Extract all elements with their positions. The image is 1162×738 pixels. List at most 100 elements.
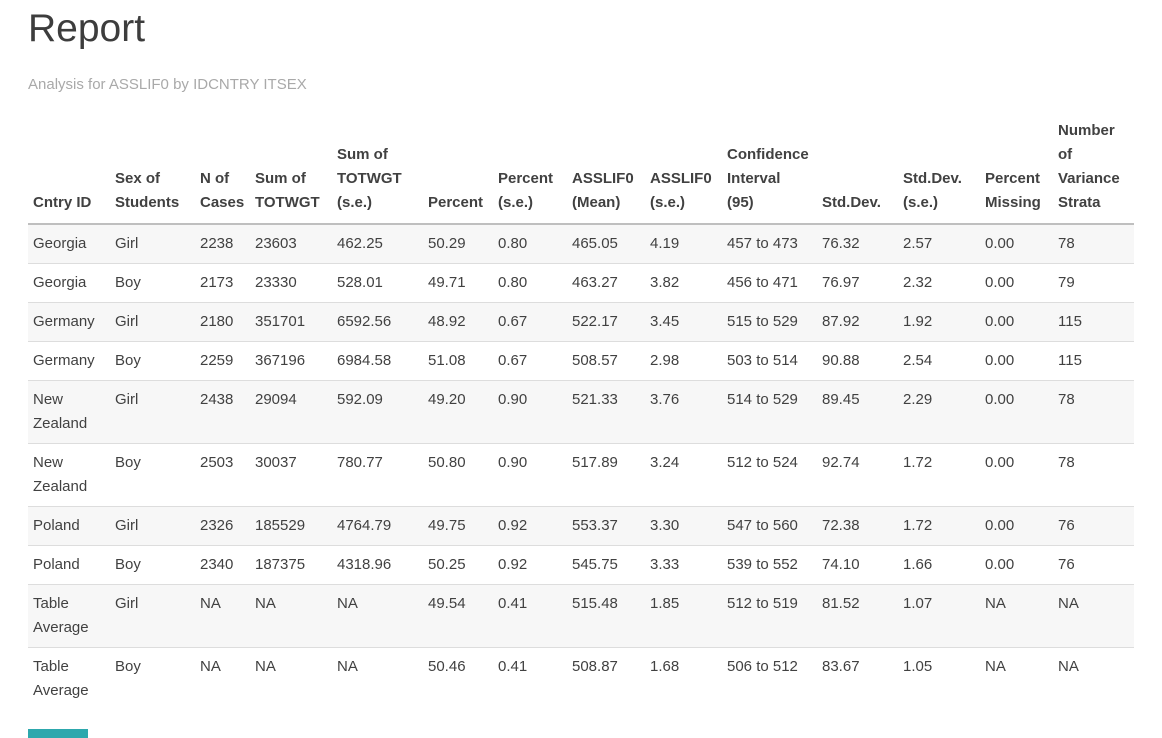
cell: 76.97 [817,262,898,303]
cell: 49.75 [423,505,493,546]
column-header-10: Confidence Interval (95) [722,116,817,225]
cell: 2.54 [898,340,980,381]
teal-accent-bar[interactable] [28,729,88,738]
table-row: Georgia Boy 2173 23330 528.01 49.71 0.80 463.27… [28,262,1134,303]
cell: Girl [110,379,195,444]
column-header-6: Percent [423,116,493,225]
cell: 0.00 [980,301,1053,342]
cell: 0.41 [493,646,567,710]
cell: Table Average [28,646,110,710]
cell: 0.00 [980,544,1053,585]
cell: 0.80 [493,223,567,264]
cell: 29094 [250,379,332,444]
cell: 49.54 [423,583,493,648]
cell: 547 to 560 [722,505,817,546]
cell: 2438 [195,379,250,444]
column-header-3: N of Cases [195,116,250,225]
cell: 30037 [250,442,332,507]
cell: 528.01 [332,262,423,303]
cell: 517.89 [567,442,645,507]
table-body: Georgia Girl 2238 23603 462.25 50.29 0.80 465.0… [28,223,1134,710]
cell: 0.00 [980,442,1053,507]
cell: Germany [28,340,110,381]
cell: 0.00 [980,379,1053,444]
cell: 115 [1053,340,1134,381]
cell: 2.57 [898,223,980,264]
cell: 48.92 [423,301,493,342]
cell: 3.45 [645,301,722,342]
cell: 78 [1053,379,1134,444]
cell: 3.24 [645,442,722,507]
cell: 521.33 [567,379,645,444]
cell: 515.48 [567,583,645,648]
cell: NA [1053,646,1134,710]
cell: 367196 [250,340,332,381]
cell: Boy [110,442,195,507]
cell: 23330 [250,262,332,303]
column-header-11: Std.Dev. [817,116,898,225]
cell: Georgia [28,223,110,264]
cell: Poland [28,544,110,585]
cell: 3.33 [645,544,722,585]
cell: 50.29 [423,223,493,264]
cell: 2.98 [645,340,722,381]
cell: 1.07 [898,583,980,648]
cell: 457 to 473 [722,223,817,264]
cell: Table Average [28,583,110,648]
cell: 465.05 [567,223,645,264]
cell: NA [250,646,332,710]
cell: 506 to 512 [722,646,817,710]
column-header-14: Number of Variance Strata [1053,116,1134,225]
cell: 0.67 [493,340,567,381]
cell: Girl [110,505,195,546]
cell: 0.00 [980,223,1053,264]
cell: 3.76 [645,379,722,444]
table-row: Table Average Boy NA NA NA 50.46 0.41 508.87 1.6… [28,646,1134,710]
cell: 463.27 [567,262,645,303]
cell: 23603 [250,223,332,264]
cell: 51.08 [423,340,493,381]
cell: 187375 [250,544,332,585]
cell: 49.71 [423,262,493,303]
table-row: Georgia Girl 2238 23603 462.25 50.29 0.80 465.0… [28,223,1134,264]
cell: 522.17 [567,301,645,342]
cell: New Zealand [28,442,110,507]
cell: 115 [1053,301,1134,342]
column-header-5: Sum of TOTWGT (s.e.) [332,116,423,225]
cell: 2340 [195,544,250,585]
table-row: Germany Boy 2259 367196 6984.58 51.08 0.67 508.… [28,340,1134,381]
cell: 508.87 [567,646,645,710]
table-row: New Zealand Girl 2438 29094 592.09 49.20 0.90 5… [28,379,1134,444]
cell: Poland [28,505,110,546]
cell: 2326 [195,505,250,546]
cell: 90.88 [817,340,898,381]
table-row: New Zealand Boy 2503 30037 780.77 50.80 0.90 51… [28,442,1134,507]
cell: NA [332,646,423,710]
cell: 50.46 [423,646,493,710]
column-header-4: Sum of TOTWGT [250,116,332,225]
cell: 512 to 519 [722,583,817,648]
cell: 462.25 [332,223,423,264]
cell: 0.00 [980,505,1053,546]
cell: 74.10 [817,544,898,585]
column-header-13: Percent Missing [980,116,1053,225]
cell: New Zealand [28,379,110,444]
cell: 0.41 [493,583,567,648]
cell: 2173 [195,262,250,303]
cell: 2259 [195,340,250,381]
cell: Girl [110,223,195,264]
cell: 2.32 [898,262,980,303]
cell: 81.52 [817,583,898,648]
cell: 76.32 [817,223,898,264]
cell: NA [980,583,1053,648]
cell: 2503 [195,442,250,507]
cell: 1.72 [898,442,980,507]
column-header-12: Std.Dev. (s.e.) [898,116,980,225]
column-header-2: Sex of Students [110,116,195,225]
cell: 0.80 [493,262,567,303]
cell: 6592.56 [332,301,423,342]
report-table: Cntry ID Sex of Students N of Cases Sum of … [28,116,1134,710]
cell: Georgia [28,262,110,303]
cell: 0.00 [980,262,1053,303]
